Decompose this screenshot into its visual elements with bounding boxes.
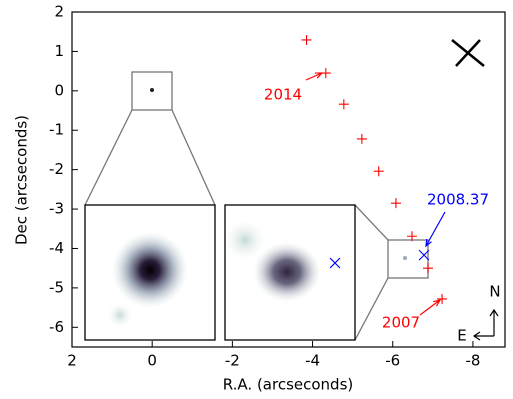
star-thumb xyxy=(403,256,407,260)
y-tick-label: -1 xyxy=(49,121,64,139)
annotation: 2007 xyxy=(382,314,420,332)
annotation: 2014 xyxy=(264,86,302,104)
marker xyxy=(301,34,312,45)
marker xyxy=(390,198,401,209)
marker xyxy=(356,133,367,144)
marker xyxy=(423,263,434,274)
marker xyxy=(418,249,430,261)
orientation-icon xyxy=(451,39,485,67)
inset-image xyxy=(224,204,356,341)
y-tick-label: 0 xyxy=(54,81,64,99)
x-tick-label: -2 xyxy=(225,352,240,370)
y-tick-label: -4 xyxy=(49,239,64,257)
annotation: 2008.37 xyxy=(427,191,489,209)
star-thumb xyxy=(150,88,154,92)
marker xyxy=(338,99,349,110)
x-tick-label: 0 xyxy=(147,352,157,370)
x-axis-label: R.A. (arcseconds) xyxy=(223,376,353,394)
y-tick-label: -2 xyxy=(49,160,64,178)
annotation-arrow xyxy=(419,299,442,316)
y-tick-label: -5 xyxy=(49,278,64,296)
y-tick-label: -3 xyxy=(49,200,64,218)
marker xyxy=(406,231,417,242)
inset-image xyxy=(84,204,216,341)
compass-east: E xyxy=(457,327,466,345)
x-tick-label: -4 xyxy=(305,352,320,370)
x-tick-label: -8 xyxy=(465,352,480,370)
marker xyxy=(373,166,384,177)
x-tick-label: 2 xyxy=(67,352,77,370)
compass-north: N xyxy=(489,283,500,301)
annotation-arrow xyxy=(425,211,446,248)
x-tick-label: -6 xyxy=(385,352,400,370)
y-tick-label: 2 xyxy=(54,3,64,21)
y-tick-label: -6 xyxy=(49,318,64,336)
plot-frame xyxy=(71,11,506,348)
marker xyxy=(437,293,448,304)
y-tick-label: 1 xyxy=(54,42,64,60)
compass-arrows xyxy=(472,308,499,341)
y-axis-label: Dec (arcseconds) xyxy=(13,115,31,245)
annotation-arrow xyxy=(305,72,324,81)
